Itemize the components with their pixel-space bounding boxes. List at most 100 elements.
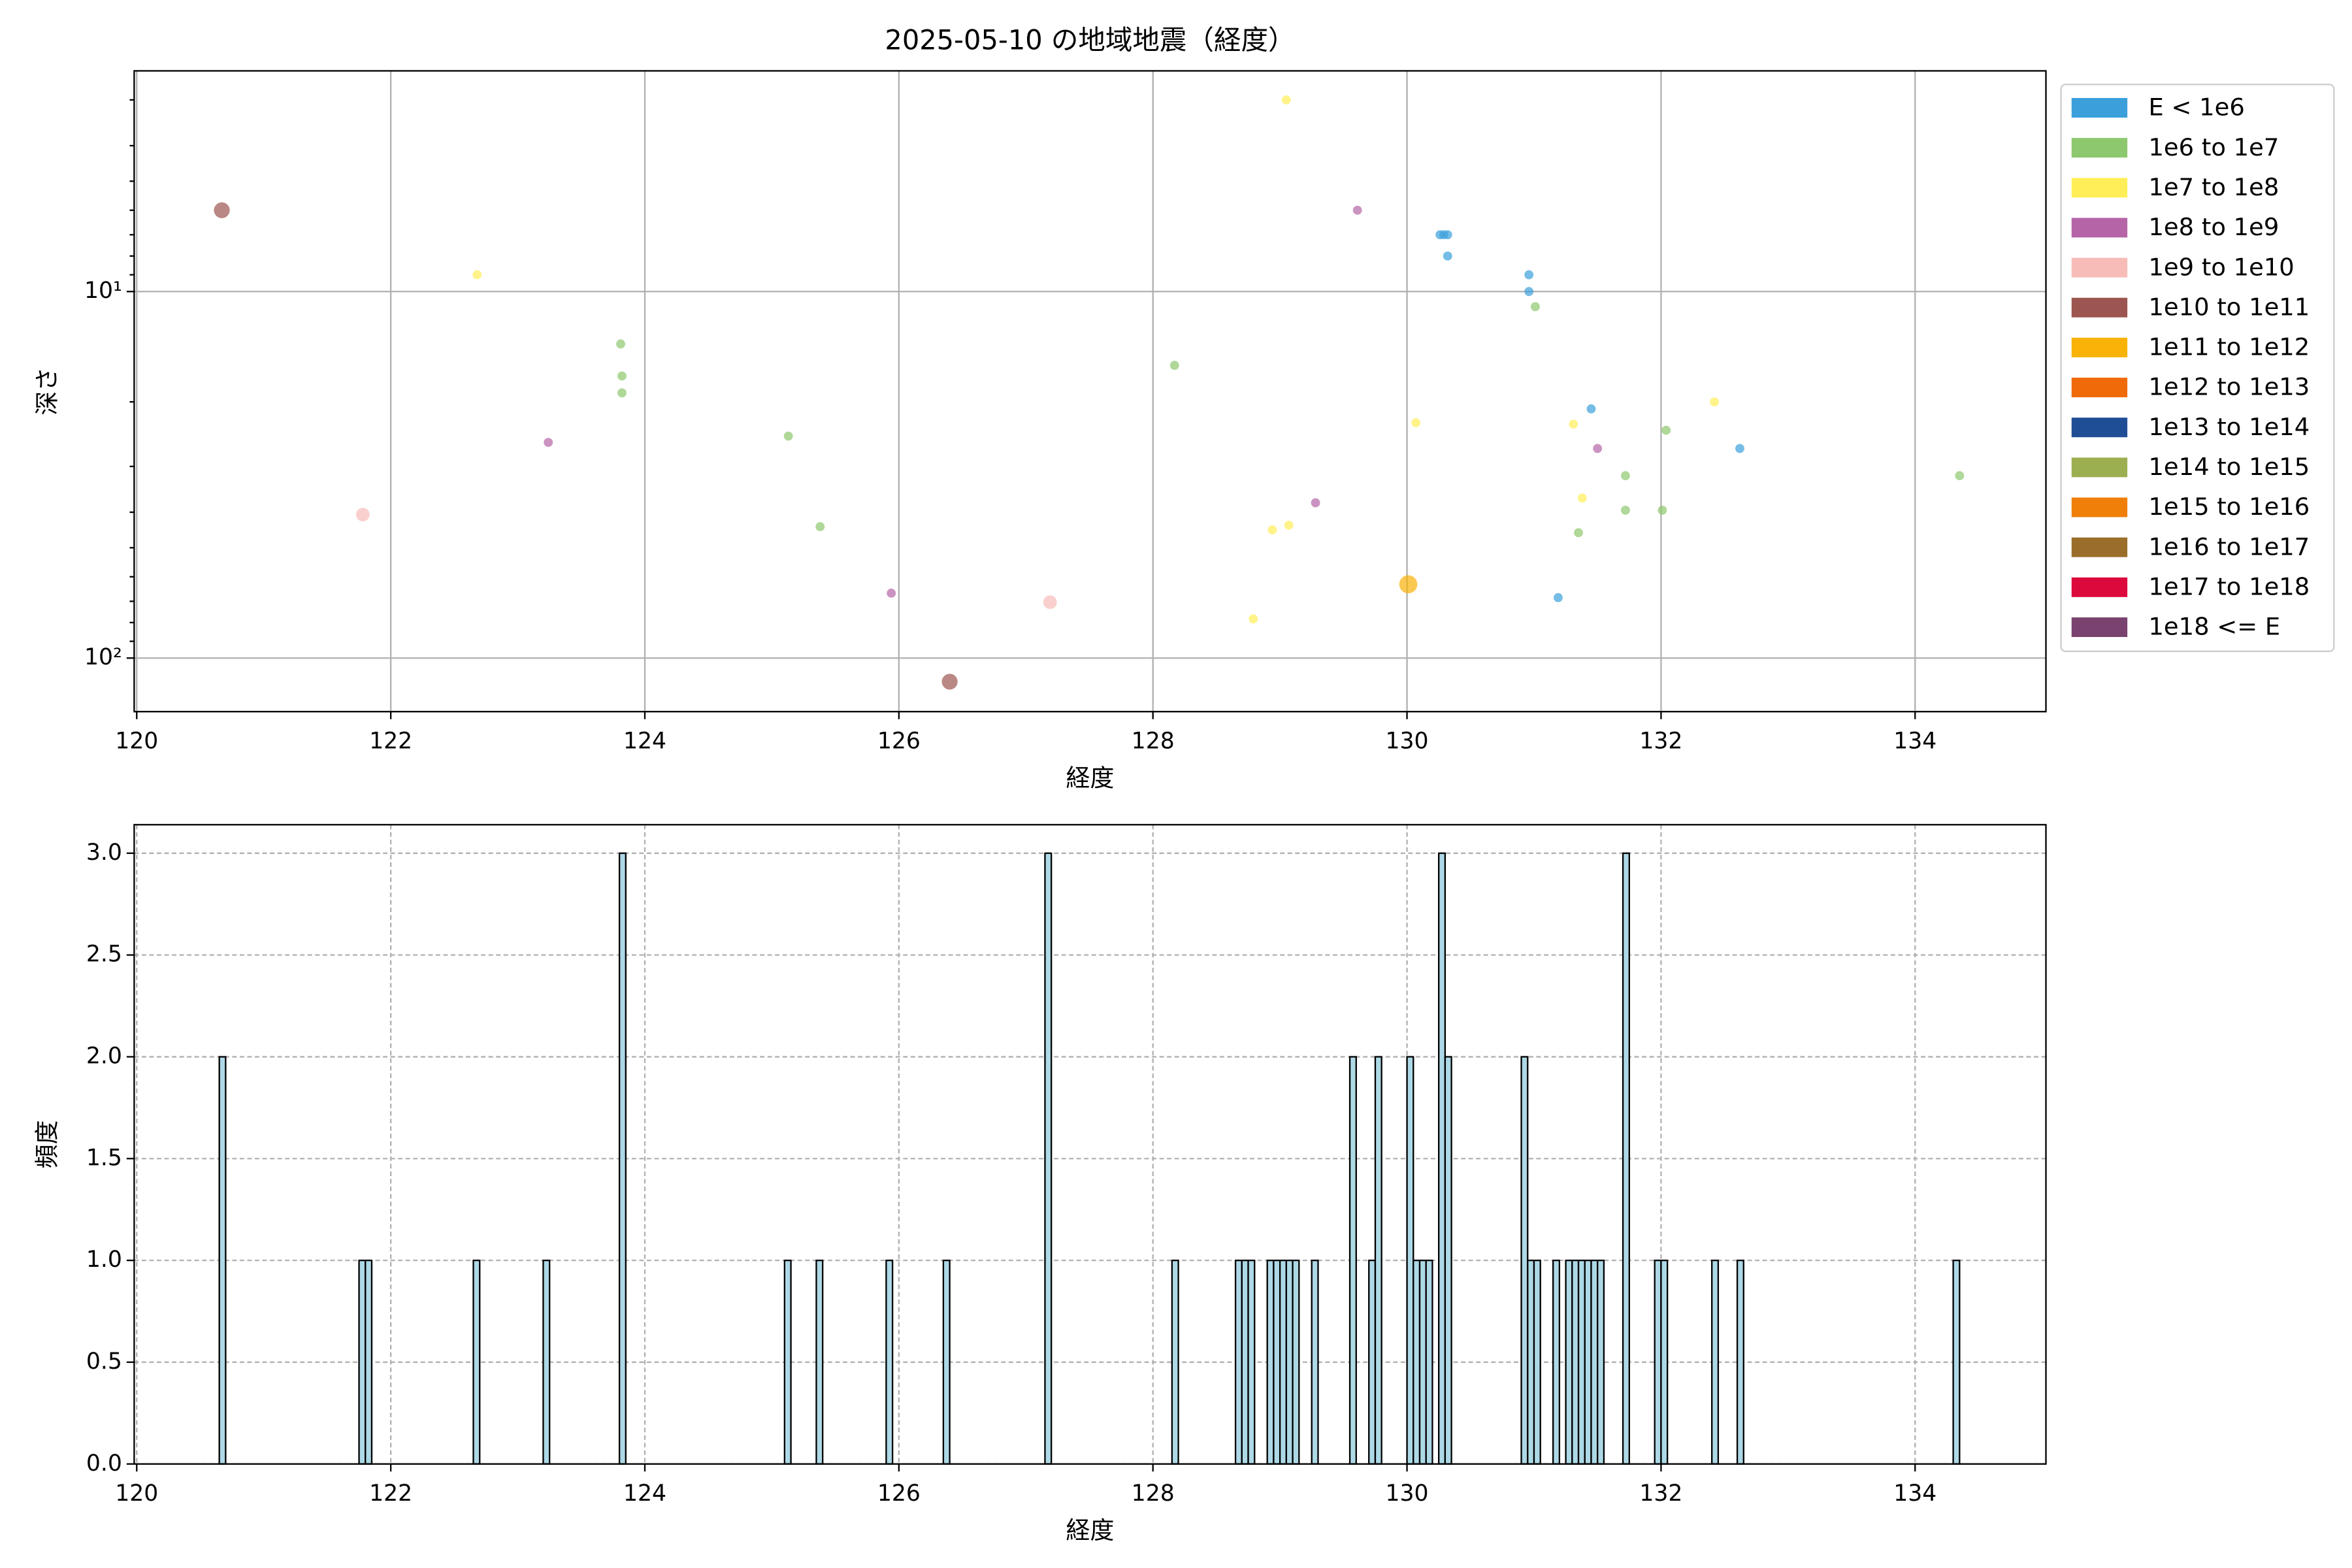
histogram-bar: [1711, 1260, 1720, 1465]
histogram-bar: [472, 1260, 481, 1465]
x-tick-label: 126: [877, 728, 921, 754]
scatter-point: [544, 438, 553, 448]
histogram-bar: [1622, 852, 1630, 1465]
scatter-point: [783, 431, 793, 441]
legend-label: 1e16 to 1e17: [2148, 532, 2310, 561]
y-tick-label: 3.0: [86, 840, 122, 866]
scatter-point: [887, 588, 896, 598]
scatter-point: [1267, 525, 1277, 534]
x-tick-label: 130: [1386, 1480, 1429, 1507]
scatter-point: [1593, 444, 1603, 453]
legend-swatch: [2071, 537, 2128, 557]
scatter-point: [1569, 419, 1578, 429]
histogram-bar: [1171, 1260, 1179, 1465]
histogram-bar: [1590, 1260, 1599, 1465]
x-tick-label: 122: [369, 728, 412, 754]
legend-label: 1e15 to 1e16: [2148, 493, 2310, 521]
histogram-bar: [542, 1260, 551, 1465]
y-tick-label: 0.5: [86, 1348, 122, 1375]
legend-swatch: [2071, 378, 2128, 398]
x-tick-label: 126: [877, 1480, 921, 1507]
legend-swatch: [2071, 218, 2128, 238]
x-tick-label: 122: [369, 1480, 412, 1507]
x-axis-label: 経度: [1066, 1516, 1115, 1544]
histogram-bar: [1247, 1260, 1256, 1465]
legend-swatch: [2071, 577, 2128, 597]
scatter-point: [941, 674, 958, 690]
scatter-point: [1577, 493, 1587, 503]
histogram-bar: [1952, 1260, 1961, 1465]
histogram-bar: [1413, 1260, 1421, 1465]
histogram-bar: [942, 1260, 951, 1465]
legend-swatch: [2071, 138, 2128, 158]
scatter-point: [472, 270, 482, 280]
histogram-bar: [1044, 852, 1053, 1465]
legend-label: 1e14 to 1e15: [2148, 453, 2310, 481]
y-tick-label: 10²: [84, 644, 122, 670]
scatter-point: [815, 522, 825, 532]
legend-swatch: [2071, 178, 2128, 198]
scatter-point: [1311, 498, 1320, 508]
histogram-bar: [1266, 1260, 1275, 1465]
x-tick-label: 134: [1893, 728, 1936, 754]
histogram-bar: [1654, 1260, 1662, 1465]
scatter-point: [1249, 614, 1258, 624]
histogram-bar: [1577, 1260, 1586, 1465]
histogram-bar: [1533, 1260, 1541, 1465]
x-tick-label: 120: [115, 728, 158, 754]
legend-swatch: [2071, 337, 2128, 357]
y-tick-label: 2.5: [86, 941, 122, 968]
histogram-bar: [1736, 1260, 1744, 1465]
legend-swatch: [2071, 297, 2128, 318]
histogram-bar: [1520, 1056, 1529, 1465]
legend-label: 1e6 to 1e7: [2148, 133, 2279, 161]
x-tick-label: 134: [1893, 1480, 1936, 1507]
scatter-point: [1658, 506, 1667, 515]
histogram-bar: [815, 1260, 824, 1465]
histogram-bar: [1241, 1260, 1249, 1465]
scatter-point: [1443, 230, 1452, 240]
scatter-point: [1621, 506, 1630, 515]
histogram-bar: [358, 1260, 367, 1465]
histogram-bar: [1438, 852, 1446, 1465]
legend-label: E < 1e6: [2148, 93, 2244, 122]
scatter-point: [214, 202, 230, 218]
histogram-bar: [365, 1260, 373, 1465]
histogram-bar: [1571, 1260, 1580, 1465]
legend-swatch: [2071, 257, 2128, 278]
y-tick-label: 1.0: [86, 1247, 122, 1273]
scatter-point: [1710, 397, 1720, 407]
x-tick-label: 120: [115, 1480, 158, 1507]
histogram-bar: [618, 852, 627, 1465]
histogram-bar: [1311, 1260, 1319, 1465]
histogram-bar: [1552, 1260, 1561, 1465]
y-tick-label: 1.5: [86, 1145, 122, 1171]
scatter-point: [1169, 361, 1179, 370]
scatter-point: [616, 339, 625, 349]
scatter-point: [617, 388, 627, 398]
axes-frame: [133, 70, 2047, 713]
scatter-point: [355, 508, 370, 522]
histogram-bar: [1418, 1260, 1427, 1465]
scatter-point: [1586, 404, 1596, 414]
histogram-bar: [1368, 1260, 1377, 1465]
scatter-point: [1531, 302, 1540, 312]
scatter-point: [1281, 95, 1291, 105]
legend-swatch: [2071, 497, 2128, 517]
histogram-bar: [1285, 1260, 1294, 1465]
scatter-point: [617, 371, 627, 381]
scatter-point: [1574, 528, 1583, 538]
histogram-bar: [1597, 1260, 1605, 1465]
scatter-point: [1443, 251, 1452, 261]
scatter-point: [1399, 575, 1418, 594]
legend-label: 1e10 to 1e11: [2148, 293, 2310, 321]
legend-label: 1e7 to 1e8: [2148, 173, 2279, 201]
scatter-point: [1043, 595, 1057, 610]
histogram-bar: [218, 1056, 227, 1465]
histogram-bar: [1444, 1056, 1452, 1465]
y-tick-label: 2.0: [86, 1043, 122, 1070]
x-tick-label: 130: [1386, 728, 1429, 754]
x-tick-label: 124: [623, 728, 666, 754]
legend-label: 1e17 to 1e18: [2148, 573, 2310, 601]
